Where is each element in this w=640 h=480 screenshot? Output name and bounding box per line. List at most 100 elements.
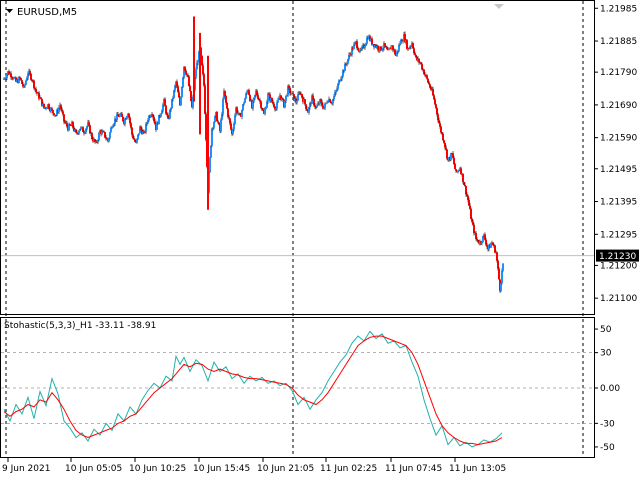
candle-body <box>282 98 284 100</box>
candle-body <box>341 76 343 79</box>
candle-body <box>98 132 100 140</box>
candle-body <box>226 102 228 109</box>
candle-body <box>496 252 498 261</box>
candle-body <box>377 45 379 50</box>
price-tick-label: 1.21395 <box>600 198 637 208</box>
candle-body <box>217 121 219 123</box>
scroll-marker-icon[interactable] <box>494 4 504 9</box>
candle-body <box>324 103 326 109</box>
candle-body <box>288 85 290 88</box>
price-tick-label: 1.21200 <box>600 261 637 271</box>
candle-body <box>244 98 246 103</box>
candle-body <box>326 102 328 104</box>
candle-body <box>34 88 36 90</box>
candle-body <box>169 109 171 119</box>
candle-body <box>202 65 204 75</box>
candle-body <box>289 87 291 94</box>
candle-body <box>486 244 488 247</box>
candle-body <box>350 54 352 56</box>
candle-body <box>201 55 203 66</box>
candle-body <box>410 45 412 47</box>
candle-body <box>361 46 363 50</box>
candle-body <box>25 80 27 85</box>
candle-body <box>356 41 358 48</box>
candle-body <box>220 119 222 132</box>
candle-body <box>473 224 475 234</box>
candle-body <box>246 91 248 94</box>
time-axis: 9 Jun 2021 10 Jun 05:05 10 Jun 10:25 10 Jun… <box>2 458 506 474</box>
candle-body <box>97 139 99 142</box>
candle-body <box>197 61 199 63</box>
candle-body <box>211 128 213 146</box>
candle-body <box>140 126 142 130</box>
candle-body <box>347 59 349 64</box>
candle-body <box>280 95 282 101</box>
candle-body <box>181 86 183 98</box>
price-tick-label: 1.21985 <box>600 4 637 14</box>
svg-text:1.21230: 1.21230 <box>599 252 636 262</box>
candle-body <box>158 115 160 125</box>
candle-body <box>48 104 50 109</box>
candle-body <box>111 127 113 129</box>
candle-body <box>413 48 415 54</box>
candle-body <box>189 86 191 92</box>
time-tick-label: 11 Jun 07:45 <box>385 464 442 474</box>
triangle-down-icon[interactable] <box>6 9 13 13</box>
candle-body <box>357 47 359 51</box>
candle-body <box>132 134 134 139</box>
candle-body <box>125 118 127 120</box>
candle-body <box>62 111 64 115</box>
candle-body <box>267 93 269 102</box>
candle-body <box>64 121 66 123</box>
candle-body <box>114 118 116 124</box>
candle-body <box>275 108 277 110</box>
candle-body <box>430 87 432 90</box>
candle-body <box>414 53 416 55</box>
candle-body <box>124 118 126 124</box>
candle-body <box>359 49 361 52</box>
candle-body <box>225 96 227 103</box>
candle-body <box>187 75 189 77</box>
chart-title[interactable]: EURUSD,M5 <box>6 7 77 18</box>
candle-body <box>192 96 194 108</box>
candle-body <box>232 129 234 134</box>
candle-body <box>497 260 499 269</box>
candle-body <box>313 98 315 106</box>
candle-body <box>167 114 169 119</box>
candle-body <box>450 153 452 160</box>
candle-body <box>418 58 420 63</box>
candle-body <box>91 133 93 139</box>
price-pane[interactable] <box>0 0 595 315</box>
candle-body <box>53 113 55 116</box>
candle-body <box>113 123 115 126</box>
indicator-label: Stohastic(5,3,3)_H1 -33.11 -38.91 <box>4 321 156 331</box>
candle-body <box>136 138 138 143</box>
candle-body <box>204 85 206 114</box>
indicator-tick-label: -30 <box>600 419 615 429</box>
candle-body <box>30 73 32 80</box>
candle-body <box>133 138 135 140</box>
candle-body <box>112 125 114 128</box>
candle-body <box>147 119 149 123</box>
candle-body <box>409 46 411 49</box>
candle-body <box>142 131 144 134</box>
candle-body <box>27 73 29 78</box>
candle-body <box>148 115 150 120</box>
candle-body <box>164 98 166 106</box>
candle-body <box>408 48 410 50</box>
candle-body <box>465 185 467 195</box>
candle-body <box>441 132 443 134</box>
candle-body <box>312 95 314 99</box>
indicator-tick-label: 50 <box>600 325 612 335</box>
candle-body <box>264 109 266 114</box>
candle-body <box>436 108 438 115</box>
candle-body <box>144 131 146 133</box>
candle-body <box>402 40 404 42</box>
candle-body <box>332 99 334 104</box>
candle-body <box>317 103 319 106</box>
candle-body <box>397 50 399 52</box>
candle-body <box>440 126 442 133</box>
candle-body <box>10 73 12 78</box>
candle-body <box>386 47 388 50</box>
